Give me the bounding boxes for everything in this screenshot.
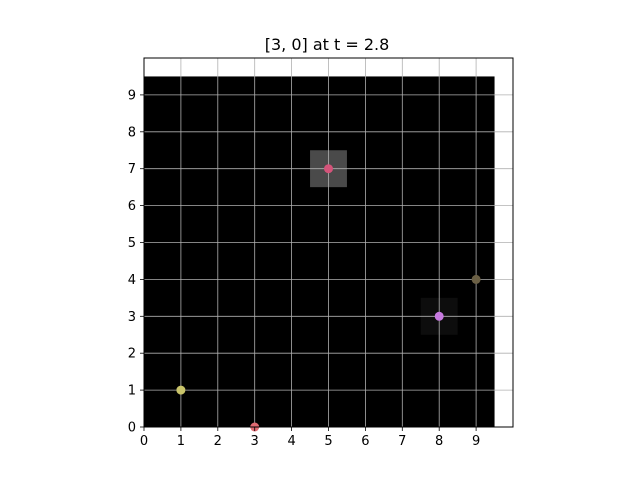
y-tick-label-6: 6 xyxy=(128,199,136,214)
y-tick-label-4: 4 xyxy=(128,273,136,288)
data-point-1 xyxy=(434,311,444,321)
y-tick-label-5: 5 xyxy=(128,236,136,251)
y-tick-label-1: 1 xyxy=(128,384,136,399)
plot-area: 0 1 2 3 4 5 6 7 8 9 0 1 2 3 4 5 6 7 8 9 xyxy=(128,57,514,449)
chart-title: [3, 0] at t = 2.8 xyxy=(265,35,390,54)
y-tick-label-3: 3 xyxy=(128,310,136,325)
x-tick-label-2: 2 xyxy=(214,434,222,449)
x-tick-label-4: 4 xyxy=(287,434,295,449)
y-tick-label-2: 2 xyxy=(128,347,136,362)
y-tick-label-0: 0 xyxy=(128,421,136,436)
y-tick-label-9: 9 xyxy=(128,88,136,103)
y-tick-label-7: 7 xyxy=(128,162,136,177)
data-point-2 xyxy=(471,274,481,284)
x-tick-label-3: 3 xyxy=(251,434,259,449)
x-tick-label-1: 1 xyxy=(177,434,185,449)
x-tick-label-9: 9 xyxy=(472,434,480,449)
x-tick-label-5: 5 xyxy=(324,434,332,449)
data-point-3 xyxy=(176,385,186,395)
x-tick-label-8: 8 xyxy=(435,434,443,449)
data-point-0 xyxy=(324,164,333,174)
background-field xyxy=(144,76,495,427)
x-tick-label-0: 0 xyxy=(140,434,148,449)
y-tick-label-8: 8 xyxy=(128,125,136,140)
x-tick-label-6: 6 xyxy=(361,434,369,449)
x-tick-label-7: 7 xyxy=(398,434,406,449)
